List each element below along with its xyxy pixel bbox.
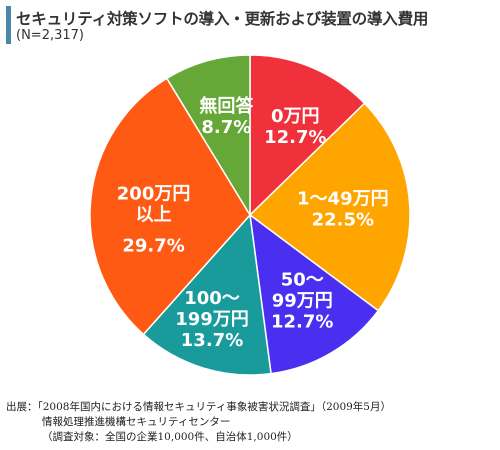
pie-slice-0 xyxy=(249,54,366,217)
slice-value-label-2: 12.7% xyxy=(271,312,333,333)
slice-category-label-2: 50〜 xyxy=(281,270,324,291)
slice-category-label-4: 200万円 xyxy=(117,184,191,205)
source-note: 出展：「2008年国内における情報セキュリティ事象被害状況調査」（2009年5月… xyxy=(6,400,391,445)
slice-value-label-5: 8.7% xyxy=(201,117,251,138)
pie-slice-4 xyxy=(89,77,251,336)
slice-value-label-4: 29.7% xyxy=(122,236,184,257)
slice-value-label-1: 22.5% xyxy=(312,210,374,231)
slice-category-label-0: 0万円 xyxy=(271,106,320,127)
slice-category-label-1: 1〜49万円 xyxy=(297,189,389,210)
slice-value-label-3: 13.7% xyxy=(181,330,243,351)
pie-slice-5 xyxy=(165,54,251,218)
slice-category-label-5: 無回答 xyxy=(199,95,254,117)
title-accent-bar xyxy=(6,6,11,44)
slice-value-label-0: 12.7% xyxy=(264,127,326,148)
source-line-2: 情報処理推進機構セキュリティセンター xyxy=(42,416,231,428)
pie-slice-1 xyxy=(248,102,411,312)
slice-category-label-3: 199万円 xyxy=(175,309,249,330)
slice-category-label-3: 100〜 xyxy=(184,288,240,309)
slice-category-label-4: 以上 xyxy=(136,205,172,226)
chart-subtitle: (N=2,317) xyxy=(16,28,84,43)
source-line-1: 出展：「2008年国内における情報セキュリティ事象被害状況調査」（2009年5月… xyxy=(6,401,391,413)
pie-chart: 0万円12.7%1〜49万円22.5%50〜99万円12.7%100〜199万円… xyxy=(89,54,411,376)
pie-slice-2 xyxy=(249,213,380,375)
slice-category-label-2: 99万円 xyxy=(272,291,333,312)
pie-slice-3 xyxy=(142,213,272,376)
chart-title: セキュリティ対策ソフトの導入・更新および装置の導入費用 xyxy=(16,10,429,28)
source-line-3: （調査対象：全国の企業10,000件、自治体1,000件） xyxy=(42,431,298,443)
